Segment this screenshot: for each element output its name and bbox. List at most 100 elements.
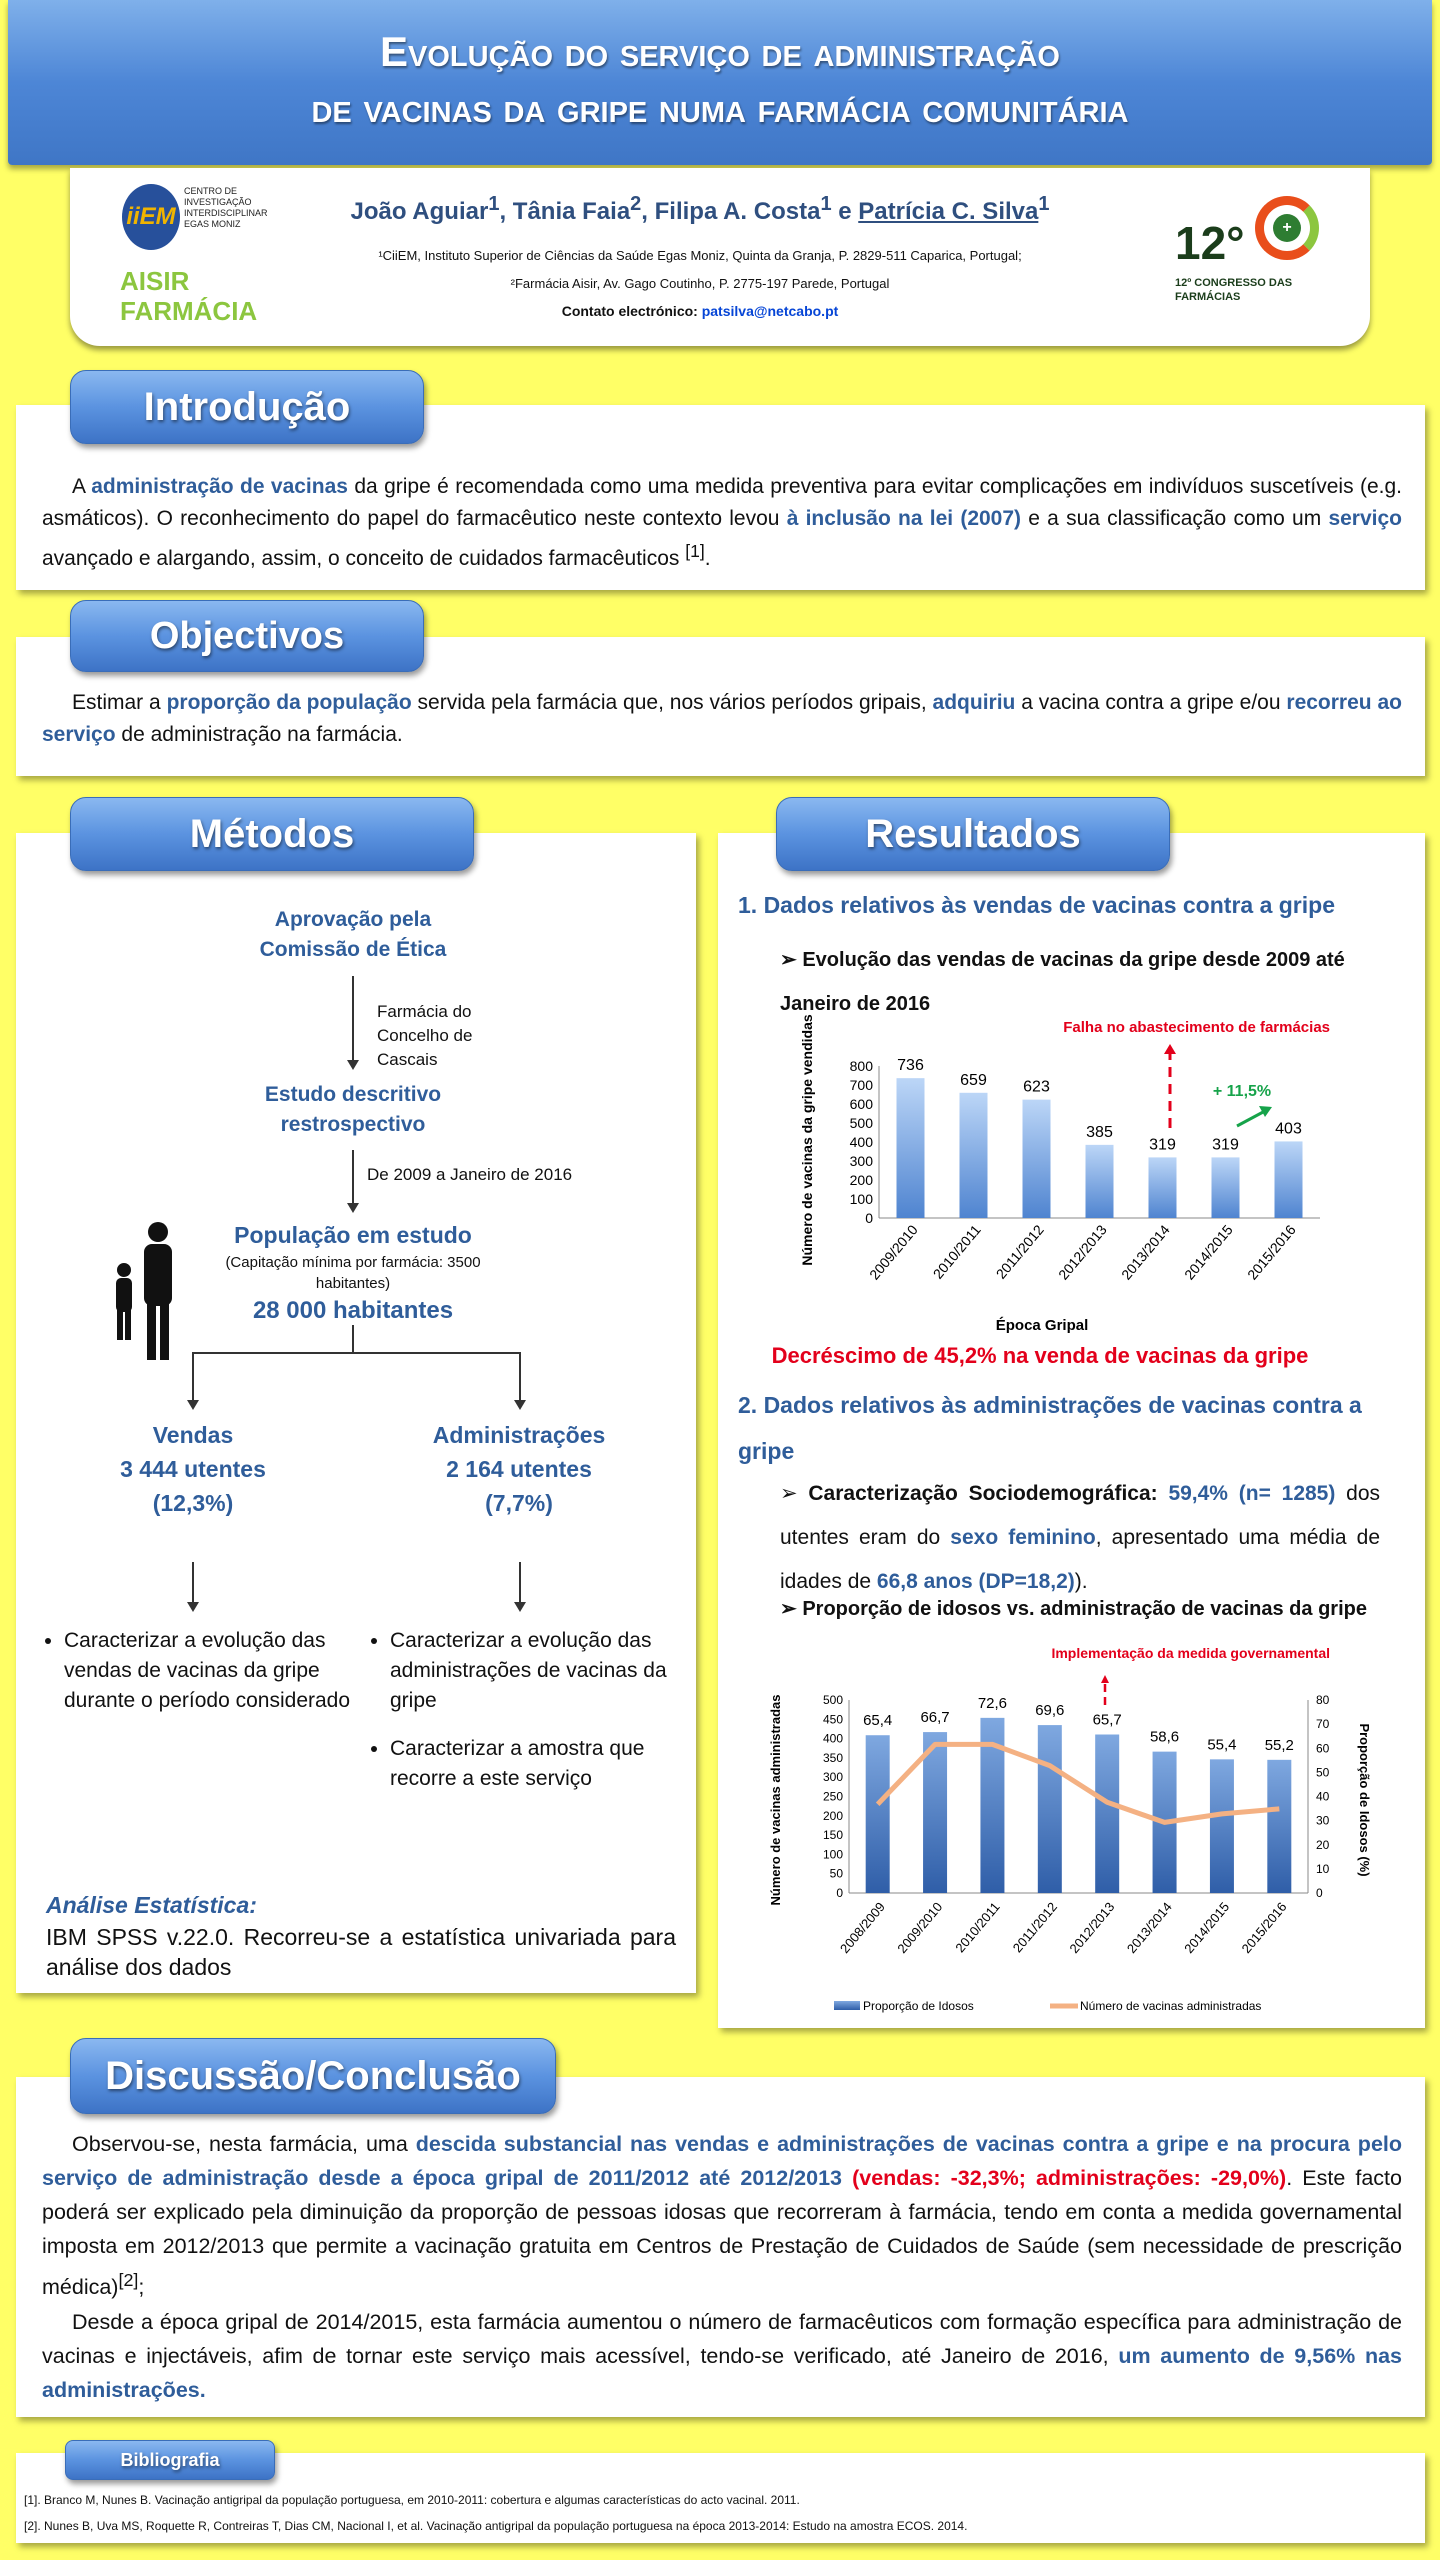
text-segment: servida pela farmácia que, nos vários pe… [411,691,933,714]
flow-split-right [519,1352,521,1402]
left-tick-label: 400 [823,1732,843,1746]
flow-split-line [352,1325,354,1353]
x-tick-label: 2010/2011 [930,1221,984,1281]
text-segment: e [831,198,859,225]
contact-email-link[interactable]: patsilva@netcabo.pt [701,303,839,319]
y-tick-label: 500 [850,1115,874,1131]
right-tick-label: 20 [1316,1838,1330,1852]
flow-arrow-1 [352,976,354,1062]
measure-annotation: Implementação da medida governamental [1051,1645,1330,1661]
poster-title-line2: de vacinas da gripe numa farmácia comuni… [311,84,1129,131]
superscript: 2 [630,193,642,215]
bar [1022,1099,1051,1218]
text-segment: , Tânia Faia [499,198,631,225]
flow-arrow-admin [519,1562,521,1604]
left-tick-label: 250 [823,1790,843,1804]
ethics-approval-step: Aprovação pela Comissão de Ética [259,908,447,961]
reference-1: [1]. Branco M, Nunes B. Vacinação antigr… [24,2493,800,2507]
sales-conclusion: Decréscimo de 45,2% na venda de vacinas … [771,1343,1309,1368]
text-segment: ). [1074,1570,1088,1593]
x-tick-label: 2012/2013 [1066,1899,1117,1956]
contact-label: Contato electrónico: [561,303,702,319]
flow-split-left [192,1352,194,1402]
bar [865,1735,890,1893]
bar-value-label: 65,7 [1093,1711,1122,1728]
y-tick-label: 0 [865,1210,873,1226]
flow-arrow-sales [192,1562,194,1604]
x-tick-label: 2014/2015 [1181,1899,1232,1956]
text-segment: . [704,547,711,570]
sales-group: Vendas 3 444 utentes (12,3%) [73,1418,313,1520]
bar [1148,1157,1177,1218]
objectives-section: Estimar a proporção da população servida… [16,637,1425,776]
text-segment: , Filipa A. Costa [641,198,821,225]
affiliation-2: ²Farmácia Aisir, Av. Gago Coutinho, P. 2… [510,276,890,291]
intro-text: A administração de vacinas da gripe é re… [42,471,1402,575]
affiliation-1: ¹CiiEM, Instituto Superior de Ciências d… [378,248,1022,263]
admin-objective-item: Caracterizar a amostra que recorre a est… [390,1734,710,1794]
right-tick-label: 50 [1316,1765,1330,1779]
bar-value-label: 319 [1149,1136,1176,1153]
superscript: [1] [685,541,705,561]
population-title: População em estudo [234,1222,472,1248]
admin-objectives-list: Caracterizar a evolução das administraçõ… [362,1626,710,1812]
text-segment: à inclusão na lei (2007) [786,507,1022,530]
text-segment: administração de vacinas [91,475,348,498]
superscript: 1 [820,193,832,215]
admin-objective-item: Caracterizar a evolução das administraçõ… [390,1626,710,1716]
population-note: (Capitação mínima por farmácia: 3500 hab… [225,1254,481,1292]
vaccines-administered-line [875,1741,1280,1825]
text-segment: proporção da população [166,691,412,714]
text-segment: 66,8 anos (DP=18,2) [876,1570,1075,1593]
x-tick-label: 2008/2009 [837,1899,888,1956]
text-segment: Patrícia C. Silva [858,198,1039,225]
bar-value-label: 58,6 [1150,1729,1179,1746]
bar [923,1732,948,1893]
y-tick-label: 300 [850,1153,874,1169]
bar-value-label: 72,6 [978,1695,1007,1712]
text-segment: recorreu ao serviço [42,691,1402,746]
text-segment: João Aguiar [350,198,489,225]
aisir-logo-text: AISIR FARMÁCIA [120,266,258,326]
sales-count: 3 444 utentes [120,1456,266,1482]
text-segment: serviço [1328,507,1403,530]
superscript: 1 [1038,193,1050,215]
bar [959,1092,988,1218]
methods-heading: Métodos [70,797,474,871]
administrations-count: 2 164 utentes [446,1456,592,1482]
arrow-head-icon [187,1400,199,1410]
bar [1267,1759,1292,1893]
left-tick-label: 100 [823,1847,843,1861]
discussion-paragraph-2: Desde a época gripal de 2014/2015, esta … [42,2305,1402,2407]
bar [1085,1144,1114,1218]
authors-card: iiEM CENTRO DE INVESTIGAÇÃO INTERDISCIPL… [70,168,1370,346]
increase-annotation: + 11,5% [1213,1083,1271,1100]
flow-arrow-2 [352,1150,354,1205]
right-tick-label: 10 [1316,1862,1330,1876]
sales-percentage: (12,3%) [152,1490,234,1516]
arrow-up-icon [1164,1044,1176,1054]
arrow-bullet-icon: ➢ [780,949,803,971]
x-tick-label: 2013/2014 [1118,1221,1173,1282]
bar-value-label: 69,6 [1035,1702,1064,1719]
y-tick-label: 100 [850,1191,874,1207]
poster-title-banner: Evolução do serviço de administração de … [8,0,1432,165]
arrow-up-icon [1101,1675,1109,1683]
text-segment: , apresentado uma média de idades de [780,1526,1381,1593]
bar-value-label: 319 [1212,1136,1239,1153]
right-tick-label: 60 [1316,1741,1330,1755]
left-tick-label: 450 [823,1712,843,1726]
bar-value-label: 55,2 [1265,1737,1294,1754]
period-label: De 2009 a Janeiro de 2016 [367,1165,573,1184]
results-section [718,833,1425,2028]
text-segment: Observou-se, nesta farmácia, uma [72,2132,416,2156]
right-tick-label: 80 [1316,1693,1330,1707]
x-tick-label: 2011/2012 [993,1221,1047,1281]
results-section2-title: 2. Dados relativos às administrações de … [738,1392,1362,1464]
left-tick-label: 50 [830,1867,844,1881]
text-segment: a vacina contra a gripe e/ou [1015,691,1287,714]
text-segment: sexo feminino [950,1526,1096,1549]
text-segment: dos utentes eram do [780,1482,1381,1549]
text-segment: A [72,475,92,498]
left-tick-label: 0 [836,1886,843,1900]
